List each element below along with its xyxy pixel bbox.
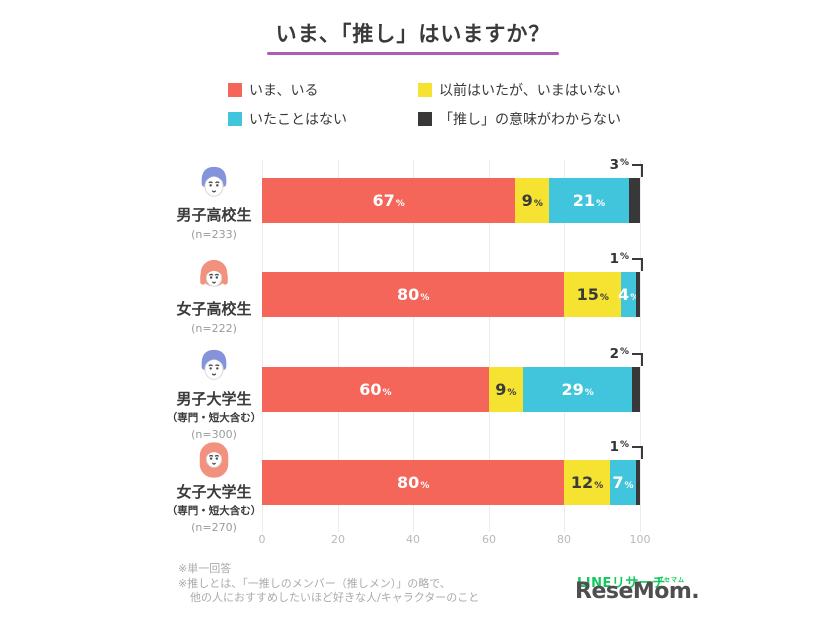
bar-female-univ: 80% 12% 7% 1% [262, 440, 643, 505]
segment-value: 4% [618, 284, 640, 304]
callout-dont-know: 1% [610, 252, 643, 271]
segment-now-have: 67% [262, 178, 516, 223]
segment-value: 60% [359, 379, 392, 399]
axis-tick: 100 [629, 533, 651, 546]
segment-value: 15% [576, 284, 609, 304]
legend-swatch-cyan [228, 112, 242, 126]
legend-item: 「推し」の意味がわからない [418, 109, 621, 129]
bar-male-hs: 67% 9% 21% 3% [262, 158, 643, 223]
segment-never: 29% [522, 367, 633, 412]
gridline [564, 160, 565, 532]
segment-value: 12% [570, 472, 604, 492]
axis-tick: 60 [482, 533, 496, 546]
axis-tick: 20 [331, 533, 345, 546]
category-sub-label: （専門・短大含む） [166, 412, 262, 424]
row-head-female-hs: 女子高校生 (n=222) [136, 257, 292, 335]
axis-tick: 80 [557, 533, 571, 546]
segment-value: 80% [397, 472, 430, 492]
segment-value: 9% [495, 379, 517, 399]
row-head-male-hs: 男子高校生 (n=233) [136, 163, 292, 241]
legend: いま、いる 以前はいたが、いまはいない いたことはない 「推し」の意味がわからな… [228, 80, 621, 129]
legend-item: 以前はいたが、いまはいない [418, 80, 621, 100]
category-sub-label: （専門・短大含む） [166, 505, 262, 517]
sample-size: (n=222) [191, 322, 237, 335]
legend-item: いたことはない [228, 109, 418, 129]
segment-now-have: 80% [262, 272, 565, 317]
category-label: 女子大学生 [176, 483, 252, 501]
segment-used-to: 9% [488, 367, 523, 412]
callout-dont-know: 1% [610, 440, 643, 459]
footnote-line: 他の人におすすめしたいほど好きな人/キャラクターのこと [190, 591, 480, 604]
header: いま、「推し」はいますか？ [0, 18, 826, 48]
segment-never: 4% [618, 272, 640, 317]
axis-tick: 40 [406, 533, 420, 546]
logo-area: LINEリサーチ リセマム ReseMom. [575, 570, 715, 610]
segment-value: 80% [397, 284, 430, 304]
segment-now-have: 60% [262, 367, 489, 412]
callout-connector [632, 353, 643, 366]
row-head-male-univ: 男子大学生 （専門・短大含む） (n=300) [136, 347, 292, 441]
title-underline [267, 52, 559, 55]
segment-value: 67% [372, 190, 405, 210]
category-label: 女子高校生 [176, 300, 252, 318]
avatar-male-highschool-icon [201, 166, 227, 197]
gridline [262, 160, 263, 532]
gridline [640, 160, 641, 532]
bar-female-hs: 80% 15% 4% 1% [262, 252, 643, 317]
legend-swatch-yellow [418, 83, 432, 97]
segment-value: 29% [561, 379, 594, 399]
segment-dont-know [636, 272, 640, 317]
segment-dont-know [636, 460, 640, 505]
callout-connector [632, 164, 643, 177]
sample-size: (n=233) [191, 228, 237, 241]
segment-value: 7% [612, 472, 634, 492]
axis-tick: 0 [258, 533, 266, 546]
segment-used-to: 12% [564, 460, 610, 505]
avatar-male-university-icon [201, 349, 227, 380]
segment-never: 7% [609, 460, 637, 505]
legend-label: 「推し」の意味がわからない [439, 112, 621, 128]
legend-swatch-dark [418, 112, 432, 126]
sample-size: (n=300) [191, 428, 237, 441]
legend-swatch-red [228, 83, 242, 97]
row-head-female-univ: 女子大学生 （専門・短大含む） (n=270) [136, 440, 292, 534]
segment-used-to: 9% [515, 178, 550, 223]
segment-value: 9% [521, 190, 543, 210]
segment-used-to: 15% [564, 272, 622, 317]
sample-size: (n=270) [191, 521, 237, 534]
callout-dont-know: 2% [610, 347, 643, 366]
legend-label: 以前はいたが、いまはいない [439, 83, 621, 99]
segment-dont-know [628, 178, 640, 223]
segment-value: 21% [572, 190, 606, 210]
footnotes: ※単一回答 ※推しとは、「一推しのメンバー（推しメン）」の略で、 他の人におすす… [178, 562, 479, 606]
category-label: 男子高校生 [176, 206, 252, 224]
callout-connector [632, 446, 643, 459]
footnote-line: ※単一回答 [178, 562, 232, 575]
callout-dont-know: 3% [610, 158, 643, 177]
bar-male-univ: 60% 9% 29% 2% [262, 347, 643, 412]
avatar-female-highschool-icon [200, 259, 228, 287]
segment-now-have: 80% [262, 460, 565, 505]
gridline [489, 160, 490, 532]
gridline [338, 160, 339, 532]
segment-never: 21% [549, 178, 629, 223]
avatar-female-university-icon [199, 442, 229, 478]
gridline [413, 160, 414, 532]
segment-dont-know [632, 367, 640, 412]
page-title: いま、「推し」はいますか？ [275, 22, 551, 46]
category-label: 男子大学生 [176, 390, 252, 408]
line-research-logo: LINEリサーチ [577, 576, 666, 591]
resemom-kana-label: リセマム [657, 577, 686, 584]
footnote-line: ※推しとは、「一推しのメンバー（推しメン）」の略で、 [178, 576, 451, 590]
legend-item: いま、いる [228, 80, 418, 100]
resemom-logo: ReseMom. [575, 579, 700, 604]
legend-label: いたことはない [249, 112, 347, 128]
callout-connector [632, 258, 643, 271]
legend-label: いま、いる [249, 83, 319, 99]
